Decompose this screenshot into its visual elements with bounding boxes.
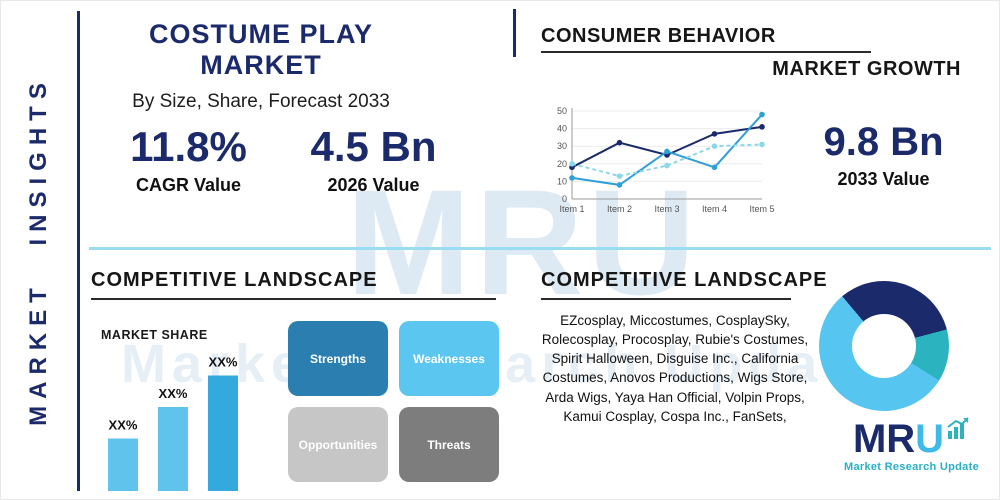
mru-logo-wordmark: MR U xyxy=(829,417,994,461)
cagr-value: 11.8% xyxy=(130,123,247,170)
section-market-growth: MARKET GROWTH xyxy=(772,58,961,80)
logo-subtext: Market Research Update xyxy=(844,461,979,473)
competitive-landscape-left-underline xyxy=(91,298,496,300)
svg-text:50: 50 xyxy=(557,106,567,116)
svg-text:Item 4: Item 4 xyxy=(702,204,727,214)
logo-text-accent: U xyxy=(915,417,945,461)
svg-text:30: 30 xyxy=(557,141,567,151)
section-consumer-behavior: CONSUMER BEHAVIOR xyxy=(541,25,776,47)
watermark-text: Market Research Update xyxy=(121,334,884,394)
page-title: COSTUME PLAY MARKET xyxy=(148,19,374,80)
donut-chart xyxy=(819,281,949,411)
svg-text:0: 0 xyxy=(562,194,567,204)
top-center-divider xyxy=(513,9,516,57)
sidebar-divider xyxy=(77,11,80,491)
cagr-label: CAGR Value xyxy=(135,175,242,196)
stat-cagr: 11.8% CAGR Value xyxy=(96,123,281,196)
svg-text:40: 40 xyxy=(557,124,567,134)
donut-hole xyxy=(852,314,916,378)
svg-text:10: 10 xyxy=(557,176,567,186)
svg-text:Item 3: Item 3 xyxy=(654,204,679,214)
base-year-label: 2026 Value xyxy=(327,175,420,196)
section-competitive-landscape-right: COMPETITIVE LANDSCAPE xyxy=(541,269,828,291)
section-competitive-landscape-left: COMPETITIVE LANDSCAPE xyxy=(91,269,378,291)
svg-text:Item 5: Item 5 xyxy=(749,204,774,214)
swot-opportunities: Opportunities xyxy=(288,407,388,482)
svg-text:XX%: XX% xyxy=(109,418,138,433)
svg-text:Item 1: Item 1 xyxy=(559,204,584,214)
base-year-value: 4.5 Bn xyxy=(310,123,437,170)
swot-weaknesses: Weaknesses xyxy=(399,321,499,396)
market-growth-line-chart: 0 10 20 30 40 50 Item 1 Item 2 Item 3 Item 4 Item … xyxy=(557,106,775,214)
market-share-bar-chart: XX% XX% XX% xyxy=(108,355,238,491)
company-list: EZcosplay, Miccostumes, CosplaySky, Role… xyxy=(541,313,809,424)
logo-chart-icon xyxy=(947,417,969,439)
forecast-year-value: 9.8 Bn xyxy=(823,120,944,164)
stats-row: 11.8% CAGR Value 4.5 Bn 2026 Value xyxy=(96,123,466,196)
market-share-label: MARKET SHARE xyxy=(101,328,208,342)
middle-divider xyxy=(89,247,991,250)
sidebar-vertical-title: MARKET INSIGHTS xyxy=(25,76,52,426)
svg-text:Item 2: Item 2 xyxy=(607,204,632,214)
swot-strengths: Strengths xyxy=(288,321,388,396)
consumer-behavior-underline xyxy=(541,51,871,53)
mru-logo: MR U Market Research Update xyxy=(829,417,994,473)
svg-text:XX%: XX% xyxy=(209,355,238,370)
stat-base-year: 4.5 Bn 2026 Value xyxy=(281,123,466,196)
logo-text-primary: MR xyxy=(852,417,916,461)
forecast-year-label: 2033 Value xyxy=(837,169,930,189)
stat-forecast-year: 9.8 Bn 2033 Value xyxy=(791,119,976,190)
swot-grid: Strengths Weaknesses Opportunities Threa… xyxy=(288,321,499,482)
page-subtitle: By Size, Share, Forecast 2033 xyxy=(132,91,390,112)
svg-text:XX%: XX% xyxy=(159,386,188,401)
svg-text:20: 20 xyxy=(557,159,567,169)
swot-threats: Threats xyxy=(399,407,499,482)
competitive-landscape-right-underline xyxy=(541,298,791,300)
